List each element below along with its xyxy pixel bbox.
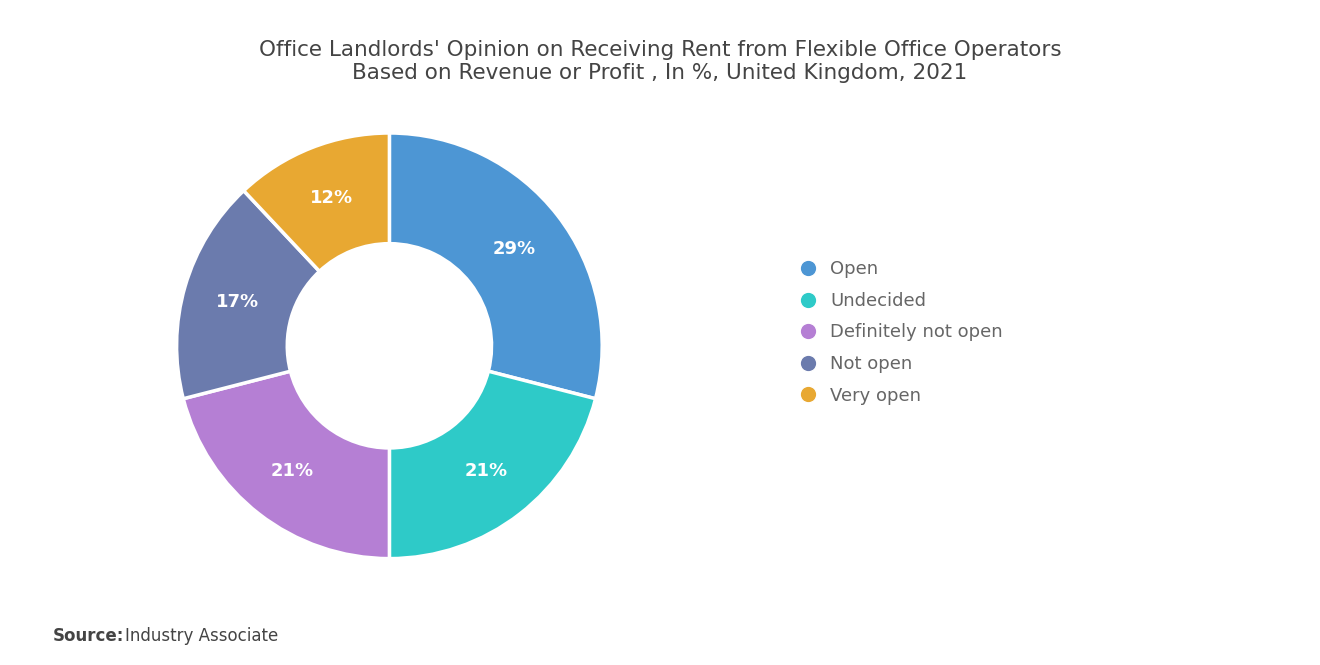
Wedge shape [183, 371, 389, 559]
Wedge shape [389, 371, 595, 559]
Text: Source:: Source: [53, 627, 124, 645]
Text: 21%: 21% [465, 462, 508, 480]
Text: 29%: 29% [494, 239, 536, 257]
Wedge shape [389, 133, 602, 399]
Text: 12%: 12% [309, 190, 352, 207]
Text: 21%: 21% [271, 462, 314, 480]
Wedge shape [244, 133, 389, 271]
Text: 17%: 17% [215, 293, 259, 311]
Wedge shape [177, 191, 319, 399]
Text: Office Landlords' Opinion on Receiving Rent from Flexible Office Operators
Based: Office Landlords' Opinion on Receiving R… [259, 40, 1061, 83]
Text: Industry Associate: Industry Associate [125, 627, 279, 645]
Legend: Open, Undecided, Definitely not open, Not open, Very open: Open, Undecided, Definitely not open, No… [801, 261, 1003, 404]
